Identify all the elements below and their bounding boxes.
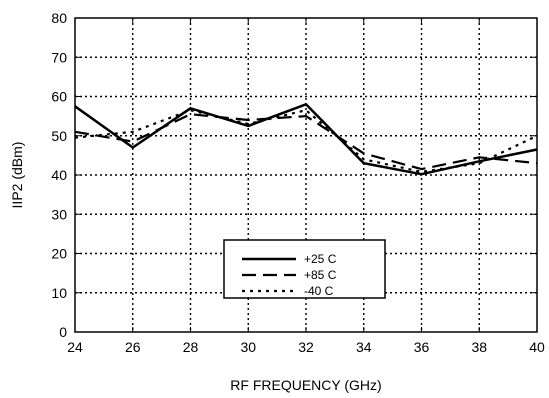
y-tick-label: 10 [51,285,67,301]
legend-box [223,239,386,299]
x-tick-label: 40 [529,339,545,355]
y-tick-label: 20 [51,246,67,262]
x-tick-label: 24 [67,339,83,355]
y-tick-label: 60 [51,89,67,105]
y-tick-label: 50 [51,128,67,144]
y-tick-label: 70 [51,49,67,65]
x-tick-label: 36 [414,339,430,355]
legend-label: +25 C [304,252,337,266]
y-tick-label: 0 [59,324,67,340]
y-tick-label: 30 [51,206,67,222]
y-axis-title: IIP2 (dBm) [9,142,25,209]
legend-label: +85 C [304,268,337,282]
x-tick-label: 30 [240,339,256,355]
x-tick-label: 34 [356,339,372,355]
axis-ticks [74,17,538,333]
legend-label: -40 C [304,284,334,298]
series-line [74,103,538,176]
x-axis-title: RF FREQUENCY (GHz) [230,377,381,393]
y-tick-label: 80 [51,10,67,26]
x-tick-label: 38 [471,339,487,355]
legend: +25 C +85 C -40 C [223,239,386,299]
series-layer [74,103,538,176]
x-tick-label: 26 [125,339,141,355]
y-tick-label: 40 [51,167,67,183]
x-tick-label: 32 [298,339,314,355]
series-line [74,113,538,171]
x-tick-label: 28 [183,339,199,355]
tick-labels: 24 26 28 30 32 34 36 38 40 0 10 20 30 40 50 60 70 80 [51,10,545,355]
